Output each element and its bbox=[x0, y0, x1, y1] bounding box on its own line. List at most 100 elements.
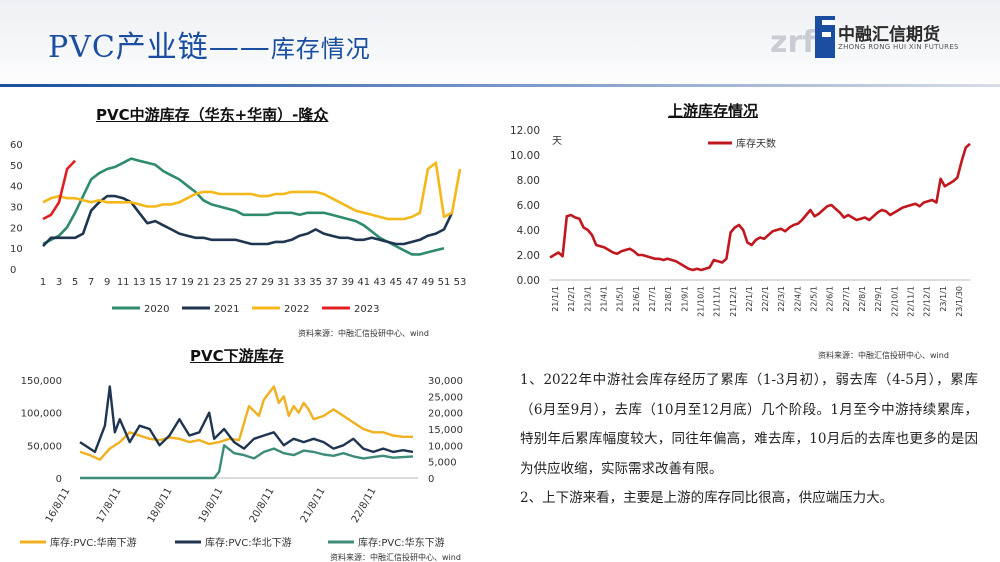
up-x-tick-4: 21/5/1 bbox=[616, 286, 625, 312]
mid-x-tick-7: 15 bbox=[149, 277, 162, 288]
mid-y-tick-5: 50 bbox=[10, 161, 23, 172]
up-x-tick-22: 22/11/1 bbox=[906, 286, 915, 317]
up-x-tick-2: 21/3/1 bbox=[583, 286, 592, 312]
down-y-right-tick-2: 10,000 bbox=[428, 441, 463, 452]
up-x-tick-8: 21/9/1 bbox=[680, 286, 689, 312]
mid-x-tick-16: 33 bbox=[293, 277, 306, 288]
summary-paragraph-1: 1、2022年中游社会库存经历了累库（1-3月初），弱去库（4-5月），累库（6… bbox=[520, 372, 978, 477]
mid-x-tick-24: 49 bbox=[422, 277, 435, 288]
mid-chart-title: PVC中游库存（华东+华南）-隆众 bbox=[96, 106, 329, 124]
up-x-tick-10: 21/11/1 bbox=[713, 286, 722, 317]
up-x-tick-19: 22/8/1 bbox=[858, 286, 867, 312]
page-title: PVC产业链——库存情况 bbox=[48, 22, 371, 66]
mid-x-tick-3: 7 bbox=[88, 277, 94, 288]
mid-y-tick-3: 30 bbox=[10, 203, 23, 214]
down-x-tick-0: 16/8/11 bbox=[44, 486, 73, 525]
up-x-tick-14: 22/3/1 bbox=[777, 286, 786, 312]
up-x-tick-17: 22/6/1 bbox=[826, 286, 835, 312]
down-x-tick-6: 22/8/11 bbox=[350, 486, 379, 525]
logo-mark-text: zrf bbox=[770, 25, 816, 60]
mid-x-tick-2: 5 bbox=[72, 277, 78, 288]
down-chart-source: 资料来源：中融汇信投研中心、wind bbox=[330, 552, 461, 562]
mid-series-line-2022 bbox=[42, 161, 462, 221]
up-x-tick-13: 22/2/1 bbox=[761, 286, 770, 312]
up-x-tick-5: 21/6/1 bbox=[632, 286, 641, 312]
mid-x-tick-11: 23 bbox=[213, 277, 226, 288]
up-x-tick-0: 21/1/1 bbox=[551, 286, 560, 312]
mid-x-tick-21: 43 bbox=[373, 277, 386, 288]
up-x-tick-23: 22/12/1 bbox=[923, 286, 932, 317]
up-y-tick-0: 0.00 bbox=[517, 275, 540, 287]
mid-x-tick-13: 27 bbox=[245, 277, 258, 288]
down-y-right-tick-0: 0 bbox=[428, 474, 434, 485]
mid-y-tick-6: 60 bbox=[10, 140, 23, 151]
mid-x-tick-14: 29 bbox=[261, 277, 274, 288]
down-x-tick-2: 18/8/11 bbox=[146, 486, 175, 525]
up-x-tick-21: 22/10/1 bbox=[890, 286, 899, 317]
mid-y-tick-0: 0 bbox=[10, 265, 16, 276]
summary-text: 1、2022年中游社会库存经历了累库（1-3月初），弱去库（4-5月），累库（6… bbox=[520, 366, 978, 514]
up-x-tick-7: 21/8/1 bbox=[664, 286, 673, 312]
down-y-left-tick-1: 50,000 bbox=[27, 441, 62, 452]
up-y-tick-6: 12.00 bbox=[510, 125, 540, 137]
down-x-tick-4: 20/8/11 bbox=[248, 486, 277, 525]
mid-y-tick-2: 20 bbox=[10, 223, 23, 234]
up-series-line bbox=[549, 142, 971, 272]
header-rule bbox=[0, 84, 1000, 87]
up-y-unit: 天 bbox=[552, 136, 562, 147]
down-legend-label-0: 库存:PVC:华南下游 bbox=[50, 536, 137, 549]
down-y-right-tick-4: 20,000 bbox=[428, 409, 463, 420]
mid-x-tick-22: 45 bbox=[389, 277, 402, 288]
up-chart-title: 上游库存情况 bbox=[668, 102, 759, 120]
page-title-sub: 库存情况 bbox=[270, 35, 371, 63]
mid-series-line-2020 bbox=[42, 157, 445, 256]
mid-y-tick-1: 10 bbox=[10, 244, 23, 255]
up-y-tick-5: 10.00 bbox=[510, 150, 540, 162]
mid-chart-source: 资料来源：中融汇信投研中心、wind bbox=[298, 329, 429, 338]
downstream-inventory-chart: 0 50,000 100,000 150,000 0 5,000 10,000 15,000 2… bbox=[20, 376, 463, 562]
mid-x-tick-26: 53 bbox=[454, 277, 467, 288]
mid-x-tick-20: 41 bbox=[357, 277, 370, 288]
up-x-tick-3: 21/4/1 bbox=[600, 286, 609, 312]
logo-english: ZHONG RONG HUI XIN FUTURES bbox=[838, 43, 959, 51]
mid-x-tick-12: 25 bbox=[229, 277, 242, 288]
down-x-tick-3: 19/8/11 bbox=[197, 486, 226, 525]
mid-x-tick-17: 35 bbox=[309, 277, 322, 288]
mid-x-tick-23: 47 bbox=[406, 277, 419, 288]
logo-name: 中融汇信期货 bbox=[838, 25, 940, 45]
mid-x-tick-8: 17 bbox=[165, 277, 178, 288]
upstream-inventory-chart: 0.00 2.00 4.00 6.00 8.00 10.00 12.00 天 21/1/1 21/… bbox=[510, 125, 971, 317]
mid-y-tick-4: 40 bbox=[10, 182, 23, 193]
mid-legend-label-2023: 2023 bbox=[354, 304, 379, 315]
up-x-tick-9: 21/10/1 bbox=[696, 286, 705, 317]
up-y-tick-2: 4.00 bbox=[517, 225, 540, 237]
mid-x-tick-5: 11 bbox=[117, 277, 130, 288]
up-y-tick-4: 8.00 bbox=[517, 175, 540, 187]
down-series-line-0 bbox=[79, 385, 413, 461]
up-chart-source: 资料来源：中融汇信投研中心、wind bbox=[818, 351, 949, 360]
mid-x-tick-15: 31 bbox=[277, 277, 290, 288]
up-x-tick-16: 22/5/1 bbox=[810, 286, 819, 312]
down-y-right-tick-1: 5,000 bbox=[428, 458, 457, 469]
mid-x-tick-0: 1 bbox=[40, 277, 46, 288]
down-y-left-tick-3: 150,000 bbox=[21, 376, 62, 387]
up-x-tick-25: 23/1/30 bbox=[955, 286, 964, 317]
up-x-tick-6: 21/7/1 bbox=[648, 286, 657, 312]
down-legend-label-2: 库存:PVC:华东下游 bbox=[358, 536, 445, 549]
mid-x-tick-4: 9 bbox=[104, 277, 110, 288]
up-x-tick-15: 22/4/1 bbox=[793, 286, 802, 312]
mid-x-tick-6: 13 bbox=[133, 277, 146, 288]
up-legend-label: 库存天数 bbox=[736, 137, 776, 150]
up-x-tick-20: 22/9/1 bbox=[874, 286, 883, 312]
up-y-tick-1: 2.00 bbox=[517, 250, 540, 262]
mid-series-line-2023 bbox=[42, 159, 77, 221]
down-series-line-2 bbox=[80, 444, 414, 480]
down-series-line-1 bbox=[79, 385, 414, 454]
up-x-tick-12: 22/1/1 bbox=[745, 286, 754, 312]
up-x-tick-11: 21/12/1 bbox=[729, 286, 738, 317]
down-y-right-tick-3: 15,000 bbox=[428, 425, 463, 436]
down-x-tick-1: 17/8/11 bbox=[95, 486, 124, 525]
down-y-right-tick-6: 30,000 bbox=[428, 376, 463, 387]
page-title-main: PVC产业链—— bbox=[48, 30, 271, 65]
